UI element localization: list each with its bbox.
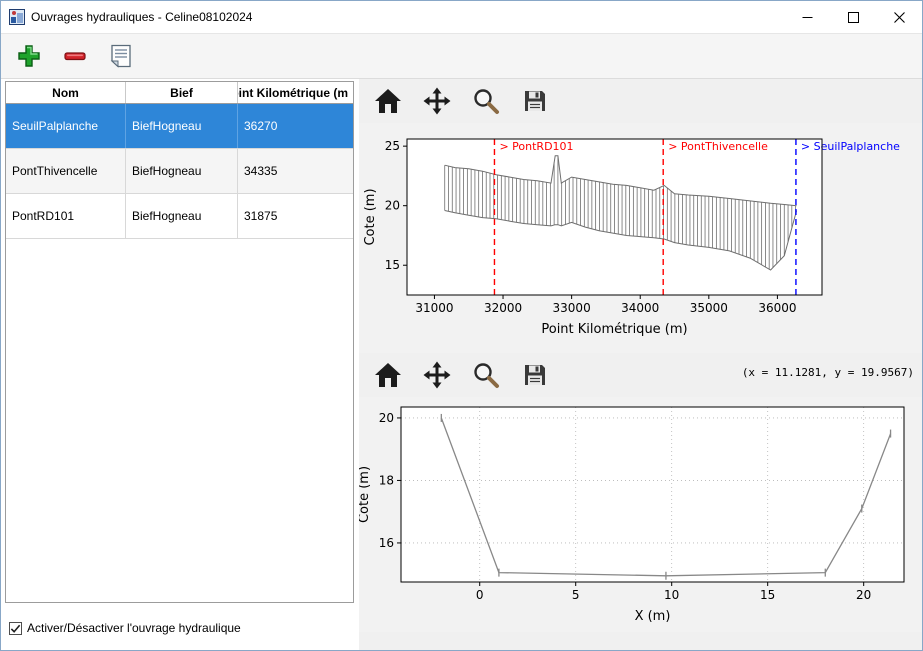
svg-text:36000: 36000 [758, 301, 796, 315]
main-toolbar [1, 33, 922, 79]
remove-structure-button[interactable] [59, 40, 91, 72]
magnifier-icon [474, 363, 499, 388]
svg-text:18: 18 [379, 473, 394, 487]
pan-button-2[interactable] [420, 358, 454, 392]
title-bar: Ouvrages hydrauliques - Celine08102024 [1, 1, 922, 33]
column-header-bief[interactable]: Bief [126, 82, 238, 103]
table-row[interactable]: SeuilPalplanche BiefHogneau 36270 [6, 104, 353, 149]
app-icon [9, 9, 25, 25]
home-icon [375, 363, 401, 387]
save-button-2[interactable] [518, 358, 552, 392]
cursor-coordinates: (x = 11.1281, y = 19.9567) [741, 366, 914, 379]
plots-panel: > PontRD101 > PontThivencelle > SeuilPalpl… [359, 79, 922, 650]
checkbox-icon [9, 621, 22, 635]
save-floppy-icon [525, 365, 545, 385]
svg-text:Cote (m): Cote (m) [359, 466, 372, 523]
table-cell[interactable]: 36270 [244, 119, 278, 133]
minimize-icon [802, 16, 812, 18]
plus-icon [18, 45, 40, 67]
table-cell[interactable]: BiefHogneau [126, 149, 238, 193]
svg-text:32000: 32000 [484, 301, 522, 315]
activate-structure-checkbox[interactable]: Activer/Désactiver l'ouvrage hydraulique [9, 621, 241, 635]
svg-text:20: 20 [385, 199, 400, 213]
structures-table: Nom Bief Point Kilométrique (m SeuilPalp… [5, 81, 354, 603]
svg-text:20: 20 [856, 588, 871, 602]
table-cell[interactable]: BiefHogneau [126, 194, 238, 238]
svg-text:20: 20 [379, 411, 394, 425]
svg-text:Point Kilométrique (m): Point Kilométrique (m) [541, 322, 687, 337]
column-header-pk[interactable]: Point Kilométrique (m [238, 85, 348, 100]
table-row[interactable]: PontThivencelle BiefHogneau 34335 [6, 149, 353, 194]
close-button[interactable] [876, 1, 922, 33]
svg-text:33000: 33000 [553, 301, 591, 315]
save-button[interactable] [518, 84, 552, 118]
table-cell[interactable]: 31875 [244, 209, 278, 223]
minimize-button[interactable] [784, 1, 830, 33]
maximize-icon [847, 11, 859, 23]
svg-text:15: 15 [385, 258, 400, 272]
table-cell[interactable]: PontRD101 [6, 194, 126, 238]
add-structure-button[interactable] [13, 40, 45, 72]
table-header: Nom Bief Point Kilométrique (m [6, 82, 353, 104]
zoom-button-2[interactable] [469, 358, 503, 392]
column-header-nom[interactable]: Nom [6, 82, 126, 103]
report-list-button[interactable] [105, 40, 137, 72]
svg-text:> PontThivencelle: > PontThivencelle [668, 140, 768, 153]
profile-plot-canvas[interactable]: > PontRD101 > PontThivencelle > SeuilPalpl… [359, 123, 922, 353]
minus-icon [64, 52, 86, 61]
svg-text:15: 15 [760, 588, 775, 602]
save-floppy-icon [525, 91, 545, 111]
svg-text:Cote (m): Cote (m) [363, 188, 378, 245]
table-cell[interactable]: SeuilPalplanche [6, 104, 126, 148]
table-cell[interactable]: BiefHogneau [126, 104, 238, 148]
magnifier-icon [474, 89, 499, 114]
svg-text:31000: 31000 [415, 301, 453, 315]
cross-section-plot-canvas[interactable]: 0 5 10 15 20 16 18 20 X (m) Cote (m) [359, 397, 922, 632]
profile-plot-toolbar [359, 79, 922, 123]
section-plot-toolbar: (x = 11.1281, y = 19.9567) [359, 353, 922, 397]
pan-button[interactable] [420, 84, 454, 118]
svg-text:> PontRD101: > PontRD101 [499, 140, 573, 153]
svg-text:25: 25 [385, 139, 400, 153]
home-icon [375, 89, 401, 113]
maximize-button[interactable] [830, 1, 876, 33]
home-button-2[interactable] [371, 358, 405, 392]
pan-arrows-icon [423, 87, 451, 115]
window-title: Ouvrages hydrauliques - Celine08102024 [31, 10, 253, 24]
close-icon [893, 11, 905, 23]
table-body: SeuilPalplanche BiefHogneau 36270 PontThive… [6, 104, 353, 239]
window-controls [784, 1, 922, 33]
pan-arrows-icon [423, 361, 451, 389]
document-list-icon [110, 44, 131, 68]
svg-text:> SeuilPalplanche: > SeuilPalplanche [801, 140, 900, 153]
checkbox-label: Activer/Désactiver l'ouvrage hydraulique [27, 621, 241, 635]
table-row[interactable]: PontRD101 BiefHogneau 31875 [6, 194, 353, 239]
table-cell[interactable]: 34335 [244, 164, 278, 178]
svg-text:16: 16 [379, 536, 394, 550]
svg-text:0: 0 [476, 588, 484, 602]
structures-panel: Nom Bief Point Kilométrique (m SeuilPalp… [1, 79, 359, 650]
svg-text:5: 5 [572, 588, 580, 602]
svg-text:35000: 35000 [690, 301, 728, 315]
svg-text:10: 10 [664, 588, 679, 602]
zoom-button[interactable] [469, 84, 503, 118]
svg-text:34000: 34000 [621, 301, 659, 315]
svg-text:X (m): X (m) [635, 609, 671, 624]
home-button[interactable] [371, 84, 405, 118]
table-cell[interactable]: PontThivencelle [6, 149, 126, 193]
